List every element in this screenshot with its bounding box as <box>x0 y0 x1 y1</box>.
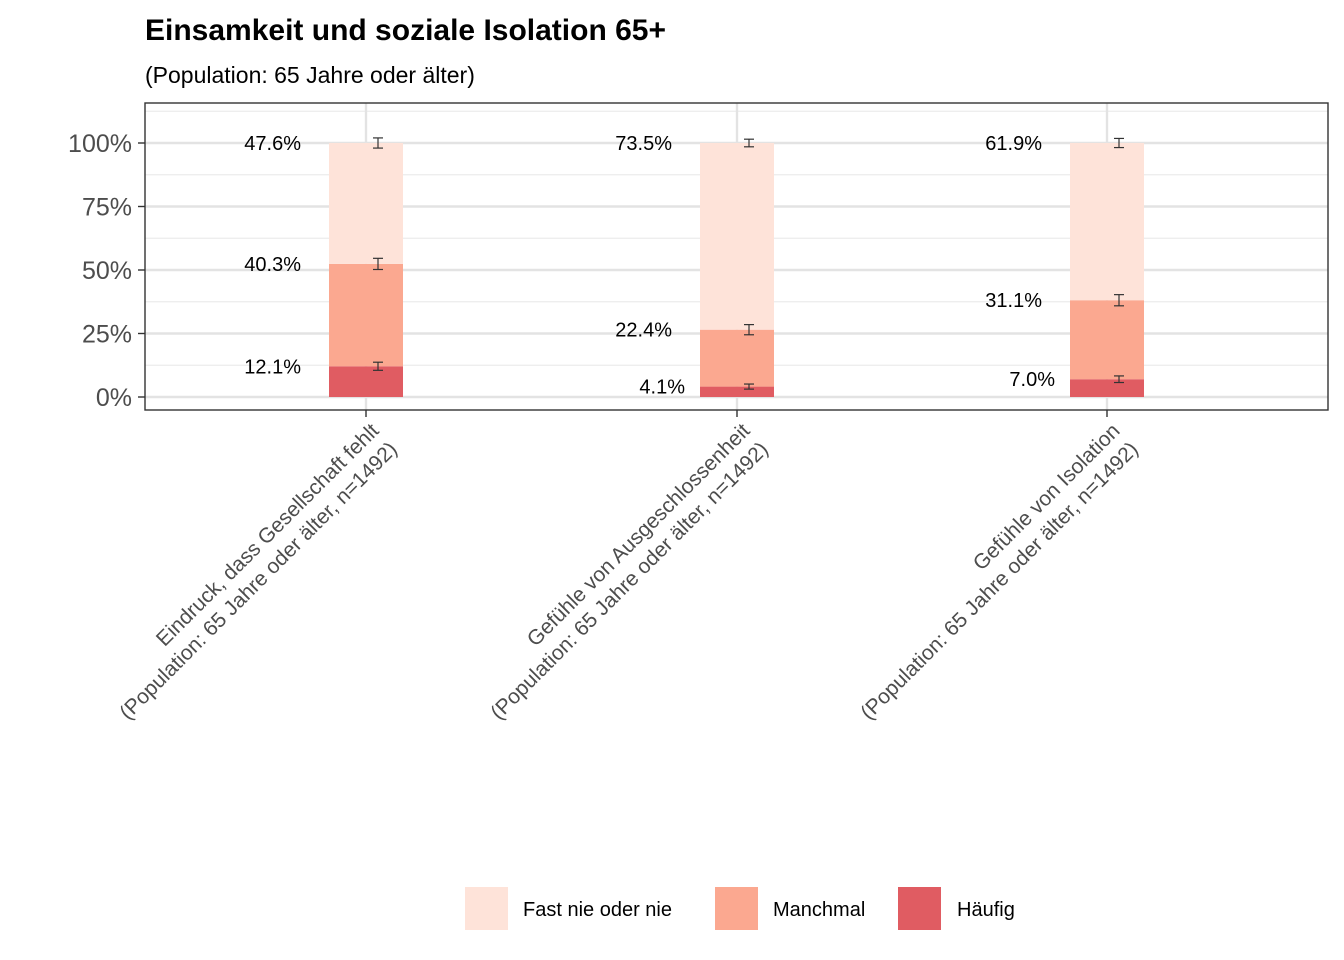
x-tick-label-line: Eindruck, dass Gesellschaft fehlt <box>152 419 384 651</box>
y-tick-label: 25% <box>82 321 132 349</box>
legend: Fast nie oder nie Manchmal Häufig <box>465 887 1015 930</box>
legend-swatch <box>898 887 941 930</box>
x-tick-label: Eindruck, dass Gesellschaft fehlt(Popula… <box>97 419 402 724</box>
chart-title: Einsamkeit und soziale Isolation 65+ <box>145 14 666 47</box>
legend-label: Manchmal <box>773 899 865 921</box>
bar-segment <box>700 143 774 330</box>
y-tick-label: 50% <box>82 257 132 285</box>
bar-segment <box>700 386 774 397</box>
y-tick-label: 75% <box>82 194 132 222</box>
legend-label: Fast nie oder nie <box>523 899 672 921</box>
bar-segment <box>1070 379 1144 397</box>
y-tick-label: 100% <box>68 130 132 158</box>
data-label: 40.3% <box>244 254 301 276</box>
x-tick-label: Gefühle von Isolation(Population: 65 Jah… <box>838 419 1143 724</box>
legend-swatch <box>465 887 508 930</box>
x-tick-label-line: (Population: 65 Jahre oder älter, n=1492… <box>115 438 402 725</box>
x-tick-label: Gefühle von Ausgeschlossenheit(Populatio… <box>468 419 773 724</box>
y-tick-label: 0% <box>96 384 132 412</box>
data-label: 12.1% <box>244 356 301 378</box>
bar-segment <box>329 366 403 397</box>
bar-segment <box>329 263 403 367</box>
x-tick-label-line: (Population: 65 Jahre oder älter, n=1492… <box>856 438 1143 725</box>
legend-swatch <box>715 887 758 930</box>
bar-segment <box>700 329 774 387</box>
x-tick-label-line: Gefühle von Isolation <box>969 419 1125 575</box>
data-label: 73.5% <box>615 133 672 155</box>
data-label: 22.4% <box>615 320 672 342</box>
x-tick-label-line: (Population: 65 Jahre oder älter, n=1492… <box>486 438 773 725</box>
bar-segment <box>1070 300 1144 380</box>
data-label: 4.1% <box>639 377 685 399</box>
bar-segment <box>329 143 403 264</box>
data-label: 61.9% <box>985 133 1042 155</box>
data-label: 47.6% <box>244 133 301 155</box>
data-label: 7.0% <box>1009 369 1055 391</box>
data-label: 31.1% <box>985 290 1042 312</box>
chart-subtitle: (Population: 65 Jahre oder älter) <box>145 62 475 88</box>
legend-label: Häufig <box>957 899 1015 921</box>
bar-segment <box>1070 143 1144 301</box>
x-tick-label-line: Gefühle von Ausgeschlossenheit <box>523 419 755 651</box>
plot-area: 12.1% 40.3% 47.6% 4.1% 22.4% 73.5% 7.0% 31.1% 61… <box>68 102 1329 724</box>
